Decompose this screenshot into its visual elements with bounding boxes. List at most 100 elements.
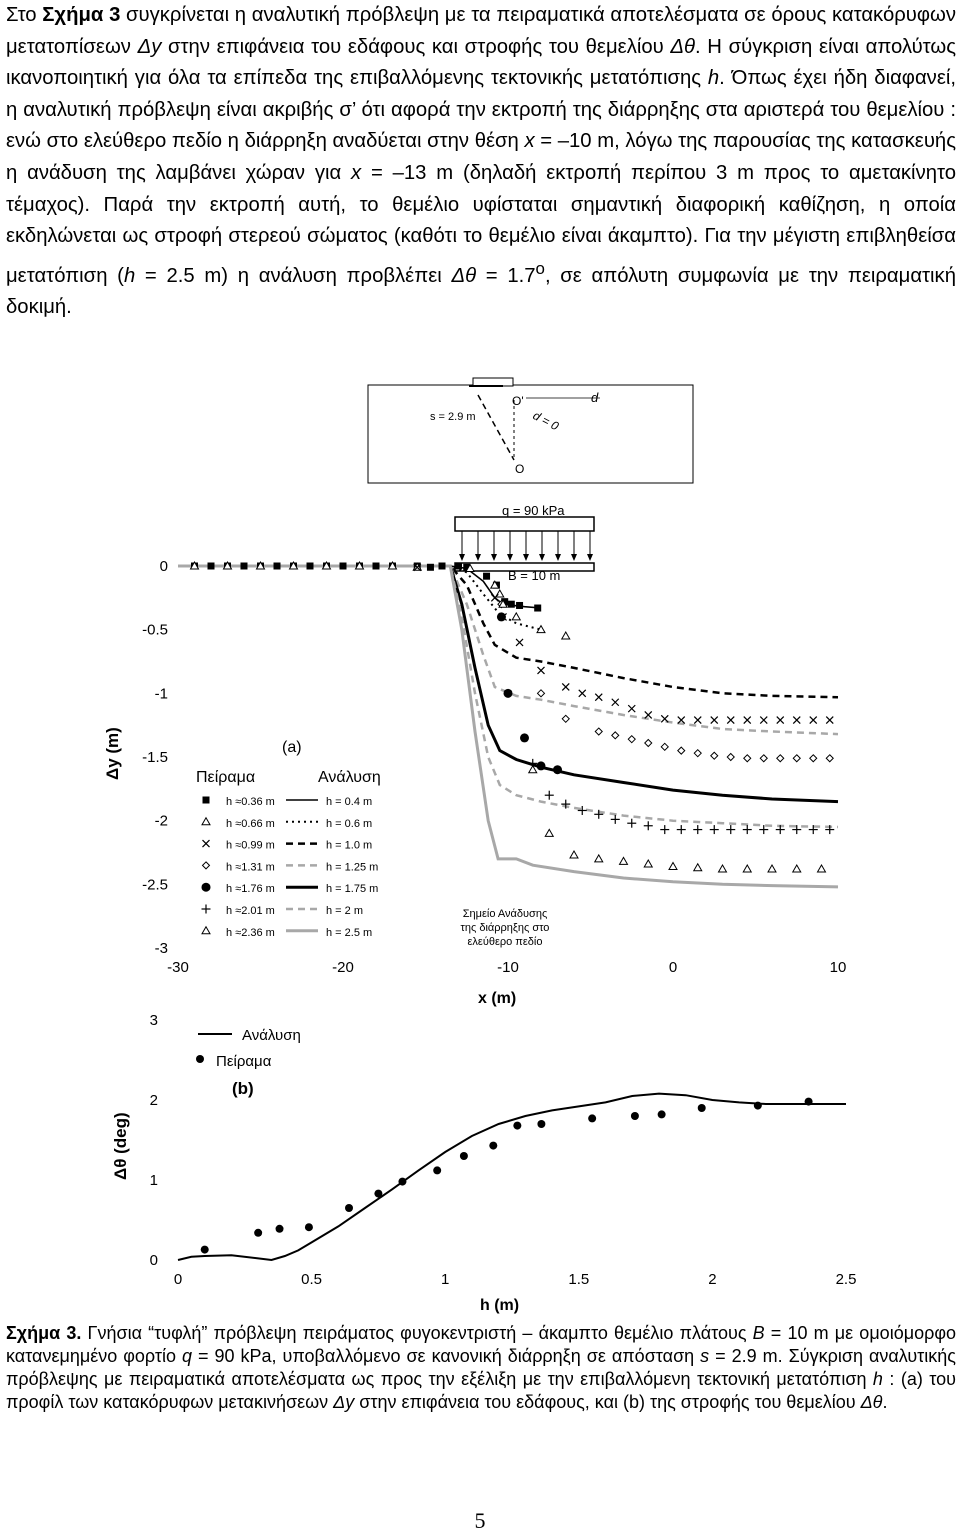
data-marker-diamond [759,754,768,763]
data-marker-circle [201,882,211,892]
data-marker-plus [676,825,686,835]
experiment-rotation-point [275,1224,284,1233]
legend-experiment-label: Πείραμα [216,1053,272,1070]
legend-analysis-entry: h = 2 m [326,905,363,917]
free-field-annotation: Σημείο Ανάδυσης της διάρρηξης στο ελεύθε… [461,908,550,948]
data-marker-diamond [710,751,719,760]
data-marker-triangle [593,853,604,863]
diamond-marker [594,727,603,736]
data-marker-diamond [809,754,818,763]
cross-stroke [677,716,686,724]
data-marker-triangle [527,764,538,774]
cross-stroke [490,593,499,602]
circle-marker [496,612,506,622]
diamond-marker [627,734,636,744]
cross-stroke [537,666,545,675]
experiment-rotation-point [374,1189,383,1198]
circle-marker [536,761,546,771]
chart-a-ytick-label: -1 [155,685,168,702]
data-marker-plus [610,814,620,824]
triangle-marker [569,850,579,859]
o-label: O [515,462,524,476]
cross-stroke [202,839,210,848]
triangle-marker [692,862,703,872]
diamond-marker [644,738,653,748]
data-marker-triangle [189,560,200,570]
experiment-rotation-point [459,1152,468,1160]
square-marker [483,572,491,580]
experiment-rotation-point [345,1204,354,1212]
figure-svg: s = 2.9 m O' d = 0 d O q = 90 kPa B = 10… [103,377,857,1314]
data-marker-plus [577,805,587,815]
legend-analysis-entry: h = 2.5 m [326,927,372,939]
experiment-rotation-point [657,1110,666,1119]
data-marker-diamond [660,742,669,752]
experiment-rotation-point [537,1120,546,1128]
experiment-rotation-point [513,1121,522,1130]
cross-stroke [660,714,669,723]
data-marker-cross [792,716,801,724]
diamond-marker [660,742,669,752]
circle-marker [503,688,513,698]
legend-experiment-entry: h ≈1.76 m [226,883,275,895]
diamond-marker [710,751,719,760]
legend-analysis-entry: h = 1.75 m [326,883,378,895]
data-marker-triangle [511,611,522,621]
annotation-line-3: ελεύθερο πεδίο [468,936,543,948]
data-marker-plus [726,825,736,835]
data-marker-triangle [201,925,211,935]
data-marker-triangle [536,624,546,634]
data-marker-triangle [643,858,654,868]
data-marker-triangle [498,599,508,608]
cross-stroke [726,716,735,724]
data-marker-cross [809,716,818,724]
cross-stroke [515,638,524,647]
triangle-marker [321,560,332,570]
data-marker-circle [496,612,506,622]
data-marker-plus [561,799,571,809]
diamond-marker [561,714,570,724]
data-marker-triangle [321,560,332,570]
cross-stroke [743,716,752,724]
chart-a-legend: Πείραμα Ανάλυση h ≈0.36 m h = 0.4 m h ≈0.6… [196,769,381,939]
legend-analysis-entry: h = 0.4 m [326,796,372,808]
data-marker-square [483,572,491,580]
triangle-marker [527,764,538,774]
soil-box [367,384,694,484]
data-marker-diamond [792,754,801,763]
cross-stroke [809,716,818,724]
chart-a-ytick-label: 0 [160,558,168,575]
s-label: s = 2.9 m [430,411,476,423]
chart-b-xtick-label: 1.5 [568,1271,589,1288]
cross-stroke [792,716,801,724]
fault-schematic: s = 2.9 m O' d = 0 d O [367,377,694,484]
load-arrow-head [523,554,529,561]
data-marker-cross [776,716,785,724]
data-marker-diamond [627,734,636,744]
load-arrows [459,531,593,561]
chart-b-plot [177,1092,846,1262]
data-marker-cross [561,683,570,691]
triangle-marker [511,611,522,621]
diamond-marker [693,748,702,758]
data-marker-cross [743,716,752,724]
data-marker-plus [594,809,604,819]
load-arrow-head [507,554,513,561]
triangle-marker [201,816,211,826]
triangle-marker [717,864,728,873]
data-marker-triangle [742,864,753,873]
legend-analysis-entry: h = 1.0 m [326,840,372,852]
legend-analysis-label: Ανάλυση [242,1027,301,1044]
data-marker-square [516,601,524,609]
analysis-curve [178,564,839,699]
data-marker-circle [503,688,513,698]
chart-b-ytick-label: 3 [150,1012,158,1029]
data-marker-plus [201,904,211,914]
data-marker-square [339,562,347,570]
data-marker-plus [643,821,653,831]
experiment-rotation-point [588,1114,597,1123]
chart-b-axes: 0 1 2 3 0 0.5 1 1.5 2 2.5 [150,1012,857,1288]
annotation-line-1: Σημείο Ανάδυσης [463,908,548,920]
triangle-marker [288,560,299,570]
data-marker-plus [693,825,703,835]
